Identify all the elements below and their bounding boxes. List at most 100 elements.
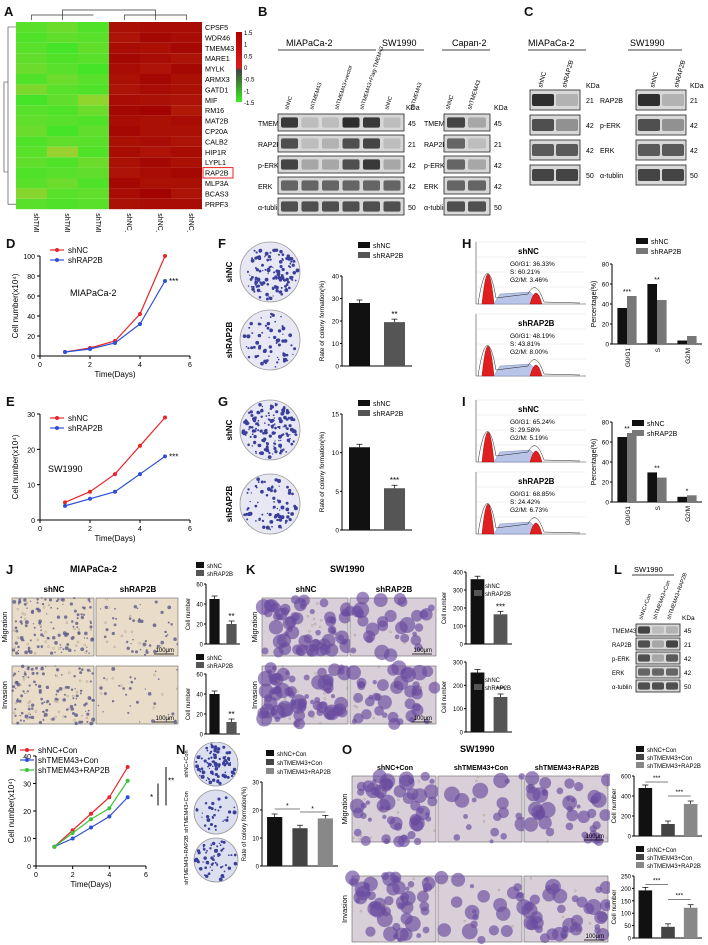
stained-cell: [384, 896, 394, 906]
colony: [273, 431, 277, 434]
stained-cell: [105, 628, 109, 632]
colony: [221, 773, 226, 778]
colony: [274, 423, 276, 425]
colony: [269, 519, 274, 524]
gene-label: WDR46: [205, 33, 230, 42]
flow-stat: G0/G1: 36.33%: [510, 261, 555, 268]
g2-peak: [529, 522, 543, 535]
stained-cell: [413, 837, 422, 846]
stained-cell: [164, 631, 167, 633]
stained-cell: [566, 805, 573, 813]
colony: [249, 410, 253, 414]
stained-cell: [99, 608, 102, 610]
lane-label: shTMEM43+RAP2B: [666, 572, 689, 621]
colony: [249, 274, 251, 276]
colony: [271, 425, 274, 429]
colony: [210, 807, 214, 811]
blot-band: [281, 159, 298, 170]
colony: [264, 324, 268, 327]
stained-cell: [357, 682, 366, 691]
colony: [202, 847, 206, 851]
blot-row-label: α-tublin: [424, 205, 447, 212]
microscopy-field: [11, 597, 95, 657]
legend-label: shRAP2B: [651, 249, 682, 256]
data-point: [125, 795, 130, 800]
legend-swatch: [196, 654, 204, 660]
membrane-pore: [355, 705, 359, 709]
blot-band: [447, 180, 465, 191]
stained-cell: [328, 663, 341, 676]
legend-swatch: [358, 252, 370, 258]
colony: [216, 865, 218, 867]
colony: [257, 284, 260, 287]
blot-row-label: RAP2B: [258, 142, 281, 149]
blot-band: [666, 654, 678, 662]
significance-mark: ***: [676, 893, 684, 900]
stained-cell: [42, 635, 45, 638]
colony: [274, 449, 278, 454]
legend-swatch: [25, 758, 29, 762]
colony: [266, 321, 271, 326]
stained-cell: [135, 700, 139, 704]
colony: [250, 346, 254, 350]
bar: [209, 694, 220, 734]
y-tick-label: 150: [621, 899, 632, 905]
blot-band: [556, 94, 578, 106]
lane-label: shTMEM43+Flag-TMEM43: [359, 46, 385, 111]
stained-cell: [47, 637, 50, 640]
stained-cell: [74, 721, 78, 726]
stained-cell: [264, 662, 277, 675]
stained-cell: [395, 621, 408, 635]
membrane-pore: [107, 606, 110, 609]
stained-cell: [142, 642, 147, 647]
y-tick-label: 100: [23, 254, 35, 261]
stained-cell: [157, 678, 160, 680]
blot-band: [468, 138, 486, 149]
flow-histogram: [477, 345, 581, 377]
heatmap-cell: [140, 126, 171, 137]
microscopy-field: [11, 665, 95, 725]
micro-column-label: shTMEM43+RAP2B: [535, 765, 599, 772]
stained-cell: [19, 620, 23, 624]
bar: [617, 308, 627, 344]
membrane-pore: [421, 890, 424, 894]
bar: [317, 818, 333, 866]
colony: [254, 484, 258, 488]
scale-bar-label: 100μm: [414, 648, 432, 654]
bar: [661, 926, 675, 938]
stained-cell: [272, 634, 288, 649]
heatmap-cell: [78, 178, 109, 189]
dendrogram-left: [3, 26, 16, 205]
heatmap-cell: [16, 115, 47, 126]
colony: [224, 796, 228, 800]
stained-cell: [416, 933, 422, 939]
heatmap-cell: [78, 53, 109, 64]
colony: [281, 325, 284, 328]
colony: [246, 518, 249, 521]
colony: [252, 285, 255, 288]
blot-band: [638, 668, 650, 676]
stained-cell: [62, 698, 66, 702]
colony: [219, 844, 222, 847]
stained-cell: [382, 814, 387, 820]
colony: [248, 428, 250, 431]
cell-line-label: SW1990: [630, 38, 665, 48]
stained-cell: [353, 692, 364, 703]
blot-band: [666, 626, 678, 634]
membrane-pore: [56, 700, 59, 704]
colony: [278, 417, 282, 421]
y-tick-label: 200: [621, 887, 632, 893]
blot-band: [662, 119, 684, 131]
stained-cell: [420, 771, 430, 782]
blot-band: [662, 144, 684, 156]
colony: [233, 853, 237, 857]
s-phase-area: [493, 521, 543, 535]
colony: [264, 269, 267, 271]
y-tick-label: 200: [621, 815, 632, 821]
gene-label: RAP2B: [205, 169, 229, 178]
heatmap-cell: [47, 126, 78, 137]
